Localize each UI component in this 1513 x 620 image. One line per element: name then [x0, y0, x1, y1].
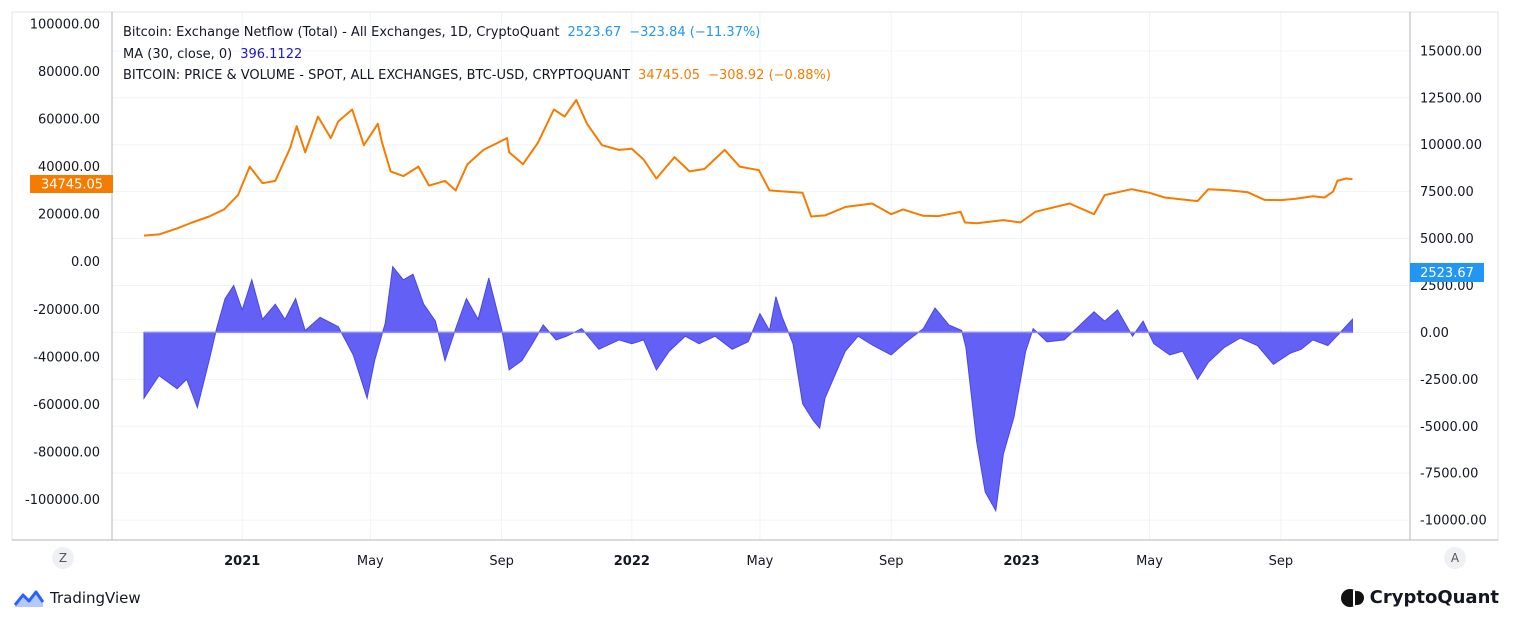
time-tick-label: Sep: [879, 554, 904, 569]
right-tick-label: -7500.00: [1420, 467, 1478, 482]
time-tick-label: May: [746, 554, 773, 569]
cryptoquant-icon: [1340, 588, 1364, 607]
price-series: [143, 99, 1353, 237]
left-tick-label: -80000.00: [33, 446, 100, 461]
price-badge: [30, 175, 113, 193]
legend-price-label: BITCOIN: PRICE & VOLUME - SPOT, ALL EXCH…: [123, 68, 631, 83]
time-tick-label: Sep: [1269, 554, 1294, 569]
left-tick-label: 80000.00: [38, 65, 100, 80]
left-axis: 100000.00 80000.00 60000.00 40000.00 20000.0…: [25, 17, 100, 508]
left-tick-label: 0.00: [71, 255, 100, 270]
legend-netflow-value: 2523.67: [567, 25, 622, 40]
left-tick-label: 20000.00: [38, 208, 100, 223]
left-tick-label: -60000.00: [33, 398, 100, 413]
legend-price-value: 34745.05: [638, 68, 701, 83]
left-tick-label: 40000.00: [38, 160, 100, 175]
axes: [11, 11, 1499, 541]
legend-price-change: −308.92 (−0.88%): [708, 68, 831, 83]
right-scale-button[interactable]: A: [1444, 547, 1466, 569]
cryptoquant-label: CryptoQuant: [1369, 587, 1499, 608]
time-tick-label: Sep: [489, 554, 514, 569]
legend-netflow[interactable]: Bitcoin: Exchange Netflow (Total) - All …: [123, 22, 831, 44]
netflow-badge: [1410, 263, 1484, 282]
right-tick-label: 12500.00: [1420, 91, 1482, 106]
right-tick-label: 2500.00: [1420, 279, 1474, 294]
right-tick-label: -10000.00: [1420, 514, 1487, 529]
legend: Bitcoin: Exchange Netflow (Total) - All …: [123, 22, 831, 87]
right-tick-label: 10000.00: [1420, 138, 1482, 153]
tradingview-label: TradingView: [50, 589, 141, 607]
time-tick-label: May: [357, 554, 384, 569]
right-tick-label: 15000.00: [1420, 44, 1482, 59]
legend-ma[interactable]: MA (30, close, 0) 396.1122: [123, 44, 831, 66]
time-tick-label: 2023: [1003, 554, 1039, 569]
grid: [112, 12, 1410, 540]
time-axis: 2021 May Sep 2022 May Sep 2023 May Sep: [224, 554, 1293, 569]
left-tick-label: 60000.00: [38, 113, 100, 128]
cryptoquant-logo: CryptoQuant: [1340, 587, 1499, 608]
price-scale-badges: 34745.05 2523.67: [30, 175, 1484, 282]
time-tick-label: 2022: [614, 554, 650, 569]
right-tick-label: 7500.00: [1420, 185, 1474, 200]
legend-netflow-label: Bitcoin: Exchange Netflow (Total) - All …: [123, 25, 560, 40]
left-tick-label: -100000.00: [25, 493, 100, 508]
left-tick-label: 100000.00: [30, 17, 100, 32]
netflow-badge-label: 2523.67: [1420, 266, 1474, 281]
legend-netflow-change: −323.84 (−11.37%): [629, 25, 761, 40]
tradingview-logo[interactable]: TradingView: [14, 588, 141, 608]
left-tick-label: -20000.00: [33, 303, 100, 318]
netflow-series: [143, 265, 1353, 513]
netflow-area: [143, 265, 1353, 513]
price-line: [143, 99, 1353, 237]
tradingview-icon: [14, 590, 44, 607]
right-tick-label: 5000.00: [1420, 232, 1474, 247]
legend-ma-label: MA (30, close, 0): [123, 46, 233, 62]
left-tick-label: -40000.00: [33, 350, 100, 365]
price-badge-label: 34745.05: [41, 178, 103, 193]
legend-ma-value: 396.1122: [240, 46, 303, 62]
left-scale-button[interactable]: Z: [52, 547, 74, 569]
right-tick-label: -2500.00: [1420, 373, 1478, 388]
time-tick-label: May: [1136, 554, 1163, 569]
right-tick-label: 0.00: [1420, 326, 1449, 341]
legend-price[interactable]: BITCOIN: PRICE & VOLUME - SPOT, ALL EXCH…: [123, 65, 831, 87]
right-axis: 15000.00 12500.00 10000.00 7500.00 5000.00 25…: [1420, 44, 1487, 528]
right-tick-label: -5000.00: [1420, 420, 1478, 435]
time-tick-label: 2021: [224, 554, 260, 569]
plot-frame: [11, 11, 1499, 541]
